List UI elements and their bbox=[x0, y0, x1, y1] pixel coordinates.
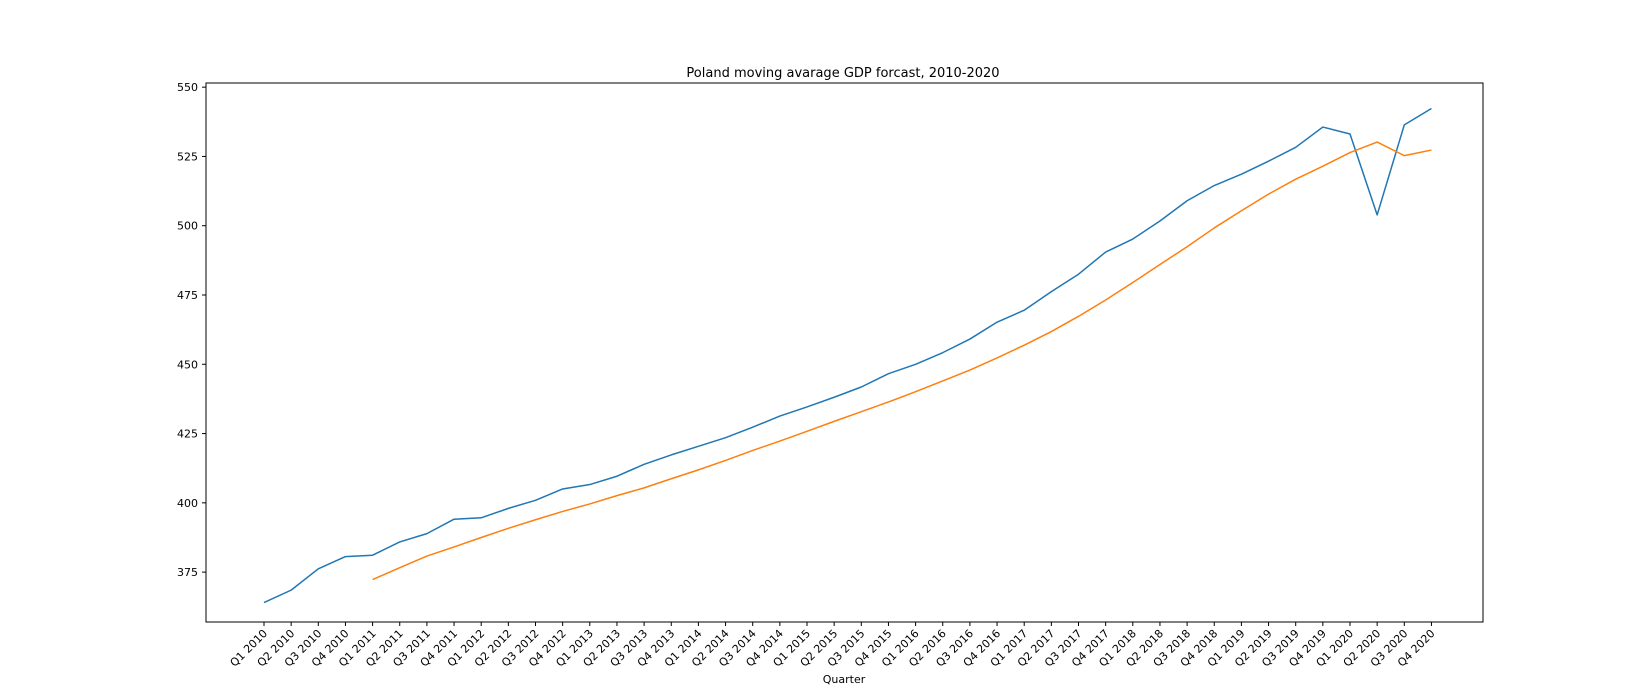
y-tick-label: 425 bbox=[177, 428, 198, 441]
plot-area-frame bbox=[205, 82, 1484, 623]
y-tick-label: 375 bbox=[177, 566, 198, 579]
series-line-1 bbox=[263, 107, 1432, 604]
y-tick-label: 400 bbox=[177, 497, 198, 510]
y-tick-label: 500 bbox=[177, 220, 198, 233]
y-tick-label: 475 bbox=[177, 289, 198, 302]
y-tick-label: 450 bbox=[177, 358, 198, 371]
y-tick-label: 525 bbox=[177, 150, 198, 163]
series-line-2 bbox=[372, 141, 1432, 581]
y-tick-label: 550 bbox=[177, 81, 198, 94]
chart-title: Poland moving avarage GDP forcast, 2010-… bbox=[686, 66, 999, 81]
series-layer bbox=[263, 107, 1432, 604]
y-axis: 375 400 425 450 475 500 525 550 bbox=[177, 81, 206, 579]
x-axis-label: Quarter bbox=[823, 673, 866, 686]
